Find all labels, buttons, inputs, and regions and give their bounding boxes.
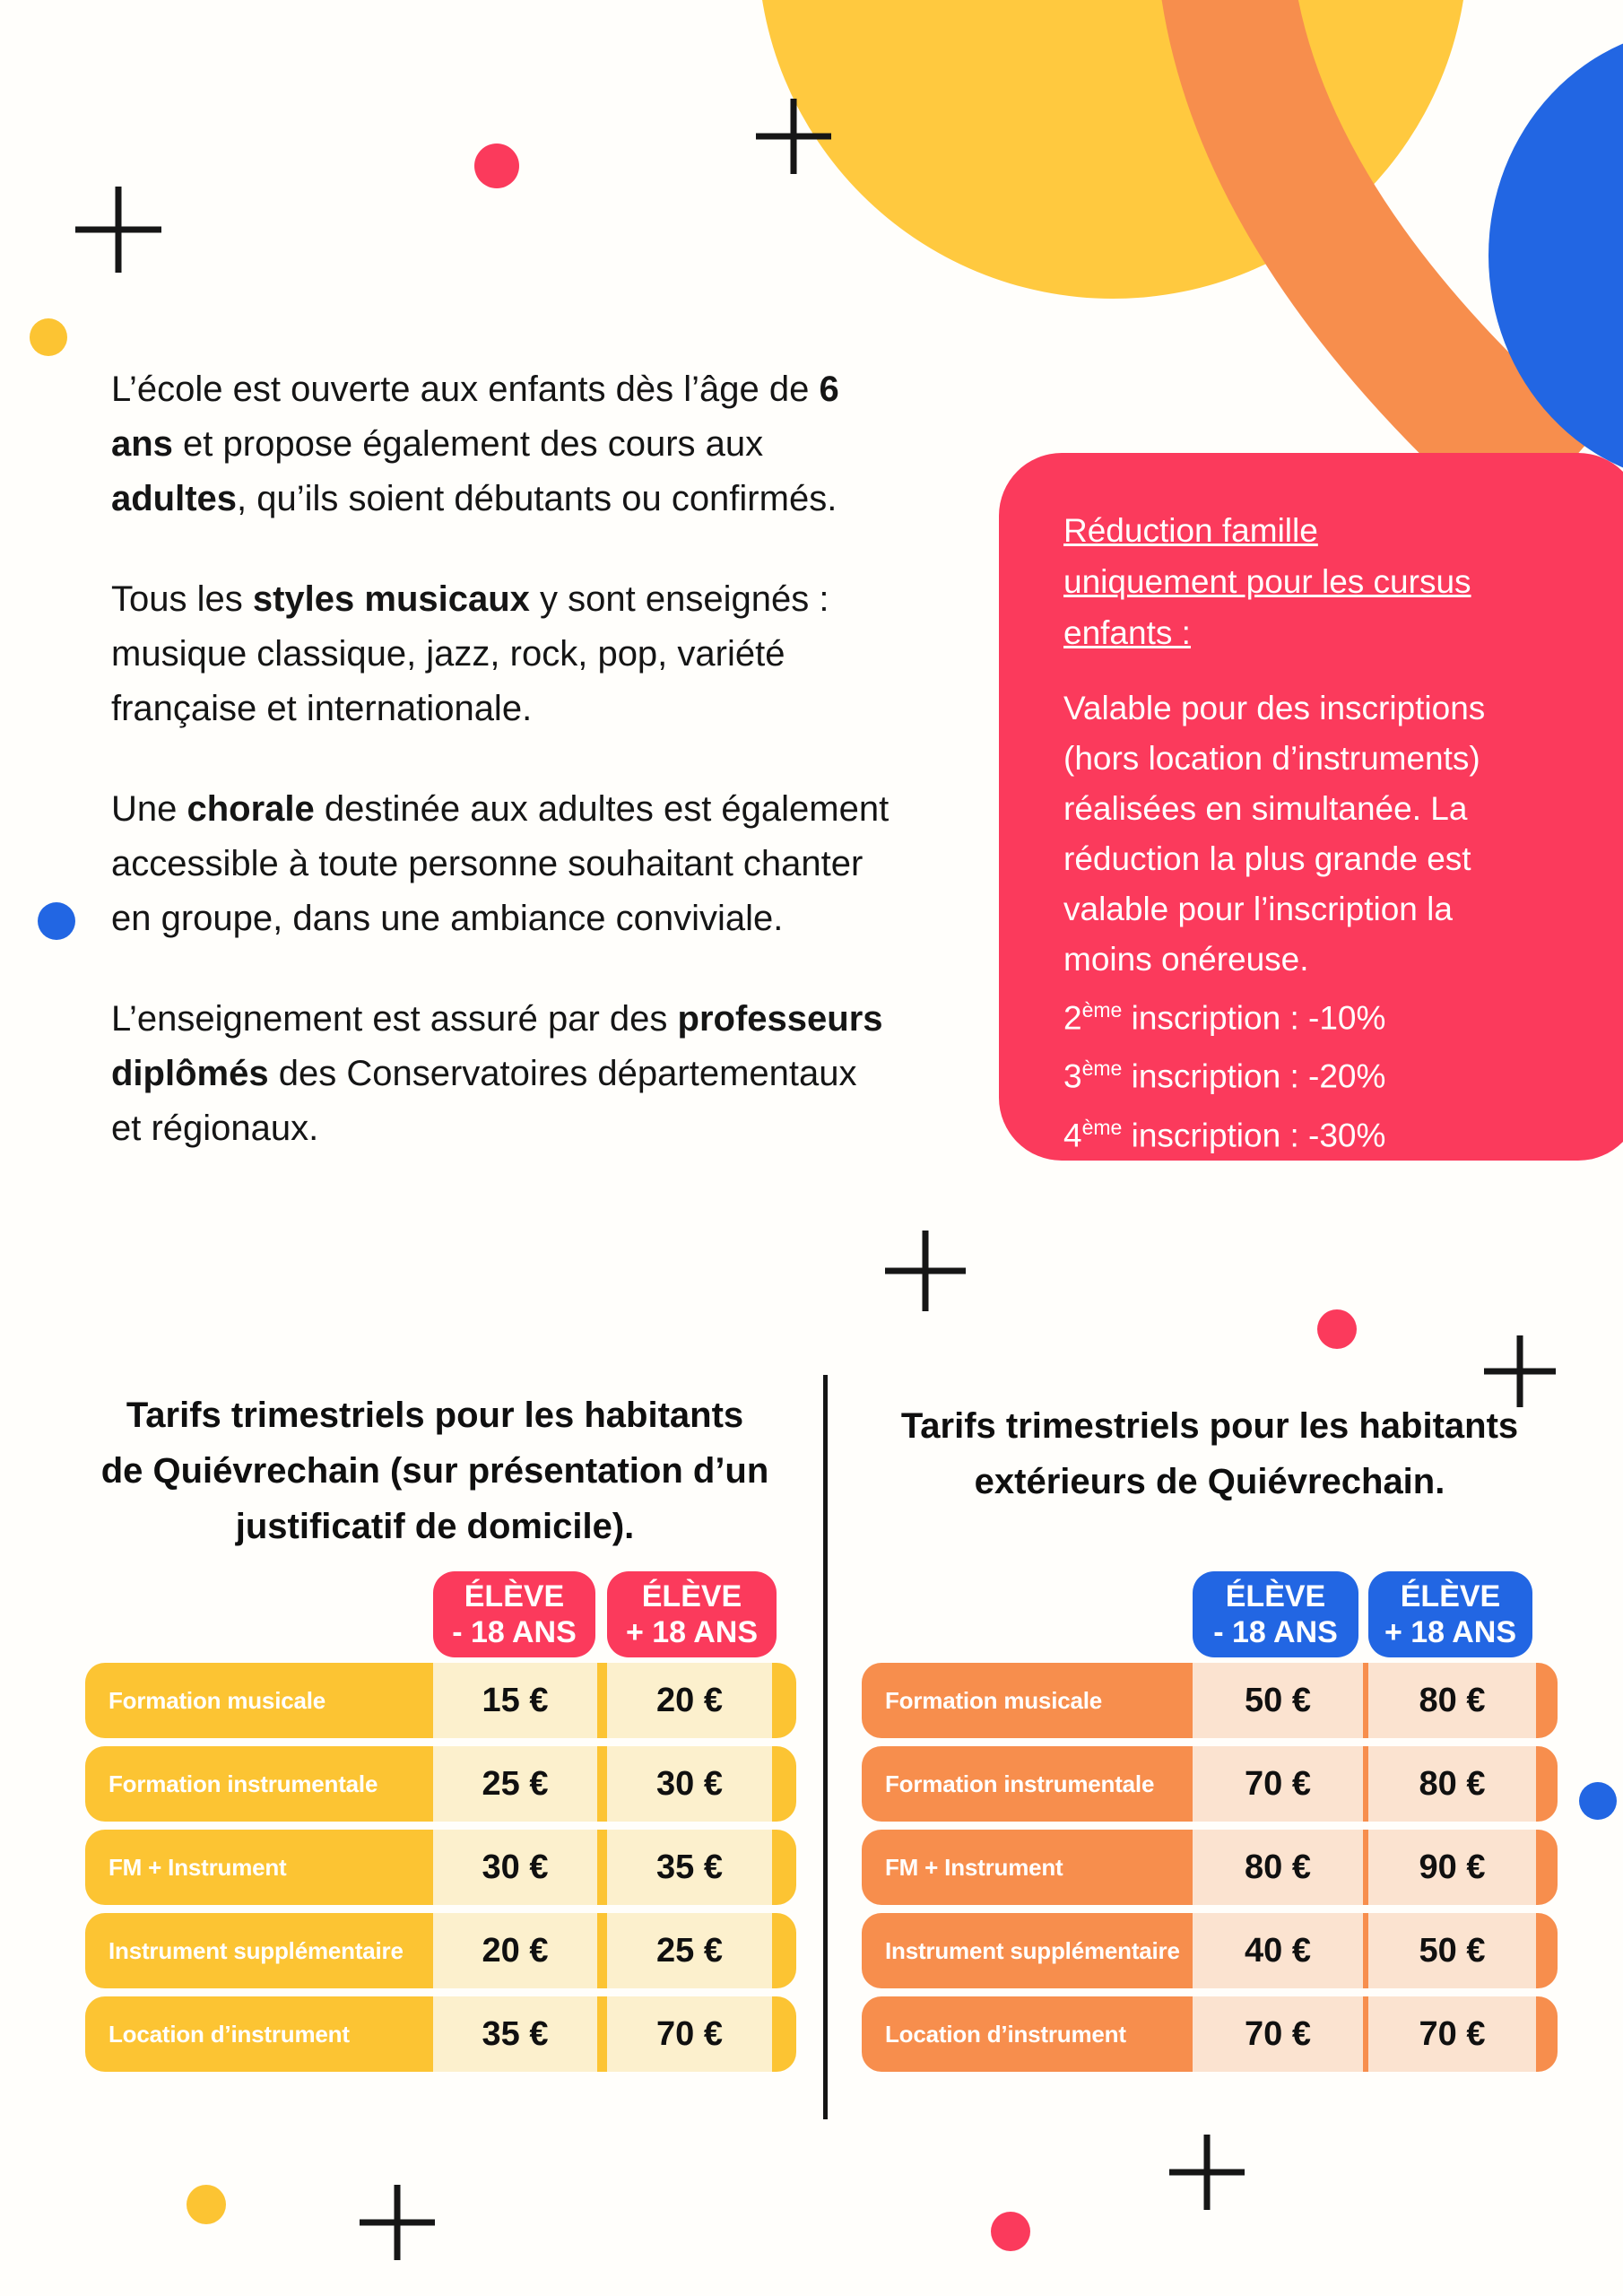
yellow-dot-icon — [30, 318, 67, 356]
price-under-18: 70 € — [1193, 1746, 1363, 1822]
price-under-18: 25 € — [433, 1746, 597, 1822]
price-over-18: 80 € — [1368, 1663, 1536, 1738]
price-over-18: 70 € — [607, 1996, 772, 2072]
table-row: 35 € 70 € Location d’instrument — [85, 1996, 796, 2072]
row-label: Location d’instrument — [108, 2021, 350, 2048]
promo-discount-line: 4ème inscription : -30% — [1063, 1115, 1386, 1153]
intro-text: L’école est ouverte aux enfants dès l’âg… — [111, 362, 990, 1202]
table-row: 80 € 90 € FM + Instrument — [862, 1830, 1558, 1905]
promo-heading-line: uniquement pour les cursus — [1063, 563, 1471, 600]
badge-over-18: ÉLÈVE + 18 ANS — [1368, 1571, 1532, 1657]
price-over-18: 30 € — [607, 1746, 772, 1822]
badge-under-18: ÉLÈVE - 18 ANS — [433, 1571, 595, 1657]
price-over-18: 80 € — [1368, 1746, 1536, 1822]
table-row: 70 € 70 € Location d’instrument — [862, 1996, 1558, 2072]
price-over-18: 70 € — [1368, 1996, 1536, 2072]
yellow-dot-icon — [187, 2185, 226, 2224]
intro-paragraph-4: L’enseignement est assuré par des profes… — [111, 999, 883, 1148]
plus-icon — [1169, 2135, 1245, 2210]
row-label: Location d’instrument — [885, 2021, 1126, 2048]
promo-discounts: 2ème inscription : -10% 3ème inscription… — [1063, 985, 1605, 1161]
family-discount-card: Réduction famille uniquement pour les cu… — [999, 453, 1623, 1161]
table-row: 40 € 50 € Instrument supplémentaire — [862, 1913, 1558, 1988]
tables-divider — [823, 1375, 828, 2119]
row-label: Formation instrumentale — [885, 1770, 1155, 1797]
price-over-18: 20 € — [607, 1663, 772, 1738]
promo-heading-line: Réduction famille — [1063, 512, 1318, 549]
promo-discount-line: 2ème inscription : -10% — [1063, 998, 1386, 1037]
plus-icon — [756, 99, 831, 174]
red-dot-icon — [474, 144, 519, 188]
price-over-18: 90 € — [1368, 1830, 1536, 1905]
price-under-18: 15 € — [433, 1663, 597, 1738]
table-title-local: Tarifs trimestriels pour les habitants d… — [100, 1396, 769, 1546]
price-under-18: 80 € — [1193, 1830, 1363, 1905]
plus-icon — [360, 2185, 435, 2260]
promo-discount-line: 3ème inscription : -20% — [1063, 1057, 1386, 1095]
row-label: FM + Instrument — [885, 1854, 1063, 1881]
intro-paragraph-1: L’école est ouverte aux enfants dès l’âg… — [111, 370, 839, 518]
row-label: FM + Instrument — [108, 1854, 287, 1881]
price-under-18: 40 € — [1193, 1913, 1363, 1988]
intro-paragraph-2: Tous les styles musicaux y sont enseigné… — [111, 579, 829, 728]
row-label: Instrument supplémentaire — [108, 1937, 404, 1964]
price-over-18: 25 € — [607, 1913, 772, 1988]
plus-icon — [885, 1231, 966, 1311]
badge-over-18: ÉLÈVE + 18 ANS — [607, 1571, 777, 1657]
table-title-exterior: Tarifs trimestriels pour les habitants e… — [900, 1406, 1519, 1501]
row-label: Formation instrumentale — [108, 1770, 378, 1797]
table-row: 25 € 30 € Formation instrumentale — [85, 1746, 796, 1822]
price-under-18: 70 € — [1193, 1996, 1363, 2072]
plus-icon — [75, 187, 161, 273]
table-row: 30 € 35 € FM + Instrument — [85, 1830, 796, 1905]
price-under-18: 30 € — [433, 1830, 597, 1905]
row-label: Formation musicale — [885, 1687, 1103, 1714]
row-label: Instrument supplémentaire — [885, 1937, 1180, 1964]
promo-heading-line: enfants : — [1063, 614, 1191, 651]
orange-arc-icon — [1161, 0, 1596, 535]
price-over-18: 50 € — [1368, 1913, 1536, 1988]
table-row: 15 € 20 € Formation musicale — [85, 1663, 796, 1738]
price-over-18: 35 € — [607, 1830, 772, 1905]
badge-under-18: ÉLÈVE - 18 ANS — [1193, 1571, 1358, 1657]
blue-dot-icon — [38, 902, 75, 940]
promo-body: Valable pour des inscriptions (hors loca… — [1063, 690, 1486, 978]
table-row: 50 € 80 € Formation musicale — [862, 1663, 1558, 1738]
table-row: 20 € 25 € Instrument supplémentaire — [85, 1913, 796, 1988]
blue-dot-icon — [1579, 1782, 1617, 1820]
plus-icon — [1484, 1335, 1556, 1407]
price-under-18: 35 € — [433, 1996, 597, 2072]
price-under-18: 20 € — [433, 1913, 597, 1988]
promo-heading: Réduction famille uniquement pour les cu… — [1063, 505, 1605, 658]
table-row: 70 € 80 € Formation instrumentale — [862, 1746, 1558, 1822]
intro-paragraph-3: Une chorale destinée aux adultes est éga… — [111, 789, 890, 938]
price-under-18: 50 € — [1193, 1663, 1363, 1738]
red-dot-icon — [991, 2212, 1030, 2251]
red-dot-icon — [1317, 1309, 1357, 1349]
row-label: Formation musicale — [108, 1687, 326, 1714]
